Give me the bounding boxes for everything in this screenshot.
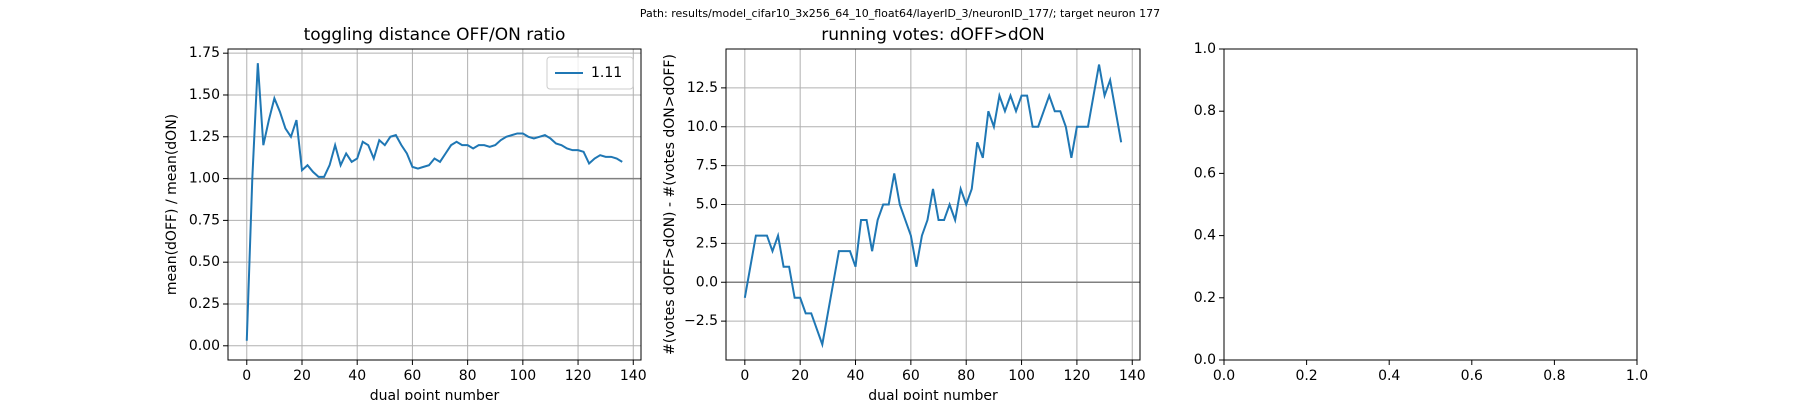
x-tick-label: 40 bbox=[847, 368, 865, 384]
x-tick-label: 40 bbox=[348, 368, 366, 384]
y-tick-label: 2.5 bbox=[696, 235, 718, 251]
y-tick-label: 0.75 bbox=[189, 212, 220, 228]
x-tick-label: 0.4 bbox=[1378, 368, 1400, 384]
x-tick-label: 0.6 bbox=[1461, 368, 1483, 384]
x-tick-label: 60 bbox=[902, 368, 920, 384]
y-tick-label: 0.50 bbox=[189, 254, 220, 270]
x-axis-label: dual point number bbox=[868, 388, 998, 400]
data-line bbox=[743, 64, 1123, 349]
y-tick-label: 7.5 bbox=[696, 158, 718, 174]
x-tick-label: 20 bbox=[293, 368, 311, 384]
y-tick-label: 5.0 bbox=[696, 197, 718, 213]
y-tick-label: 1.50 bbox=[189, 87, 220, 103]
x-tick-label: 1.0 bbox=[1626, 368, 1648, 384]
y-tick-label: −2.5 bbox=[684, 313, 718, 329]
x-tick-label: 0.0 bbox=[1213, 368, 1235, 384]
y-tick-label: 0.25 bbox=[189, 296, 220, 312]
x-tick-label: 120 bbox=[565, 368, 592, 384]
x-tick-label: 80 bbox=[957, 368, 975, 384]
chart-title: toggling distance OFF/ON ratio bbox=[304, 25, 566, 45]
x-axis-label: dual point number bbox=[370, 388, 500, 400]
y-tick-label: 0.0 bbox=[1194, 352, 1216, 368]
legend-label: 1.11 bbox=[591, 65, 622, 81]
y-tick-label: 1.00 bbox=[189, 171, 220, 187]
chart-title: running votes: dOFF>dON bbox=[821, 25, 1044, 45]
x-tick-label: 100 bbox=[509, 368, 536, 384]
x-tick-label: 100 bbox=[1008, 368, 1035, 384]
y-tick-label: 1.75 bbox=[189, 45, 220, 61]
x-tick-label: 140 bbox=[620, 368, 647, 384]
x-tick-label: 140 bbox=[1119, 368, 1146, 384]
x-tick-label: 0 bbox=[242, 368, 251, 384]
x-tick-label: 20 bbox=[791, 368, 809, 384]
y-tick-label: 1.25 bbox=[189, 129, 220, 145]
y-tick-label: 0.4 bbox=[1194, 228, 1216, 244]
y-tick-label: 1.0 bbox=[1194, 41, 1216, 57]
x-tick-label: 80 bbox=[459, 368, 477, 384]
y-tick-label: 0.00 bbox=[189, 338, 220, 354]
y-tick-label: 0.6 bbox=[1194, 165, 1216, 181]
suptitle: Path: results/model_cifar10_3x256_64_10_… bbox=[640, 7, 1160, 20]
y-tick-label: 12.5 bbox=[687, 80, 718, 96]
data-line bbox=[245, 63, 623, 341]
x-tick-label: 60 bbox=[404, 368, 422, 384]
y-tick-label: 10.0 bbox=[687, 119, 718, 135]
y-tick-label: 0.0 bbox=[696, 274, 718, 290]
axes-frame bbox=[227, 48, 642, 361]
x-tick-label: 120 bbox=[1064, 368, 1091, 384]
y-tick-label: 0.2 bbox=[1194, 290, 1216, 306]
x-tick-label: 0 bbox=[740, 368, 749, 384]
x-tick-label: 0.8 bbox=[1543, 368, 1565, 384]
y-axis-label: #(votes dOFF>dON) - #(votes dON>dOFF) bbox=[662, 54, 678, 355]
y-axis-label: mean(dOFF) / mean(dON) bbox=[164, 114, 180, 295]
axes-frame bbox=[725, 48, 1141, 361]
x-tick-label: 0.2 bbox=[1295, 368, 1317, 384]
axes-frame bbox=[1223, 48, 1638, 361]
y-tick-label: 0.8 bbox=[1194, 103, 1216, 119]
legend-box bbox=[546, 56, 634, 90]
